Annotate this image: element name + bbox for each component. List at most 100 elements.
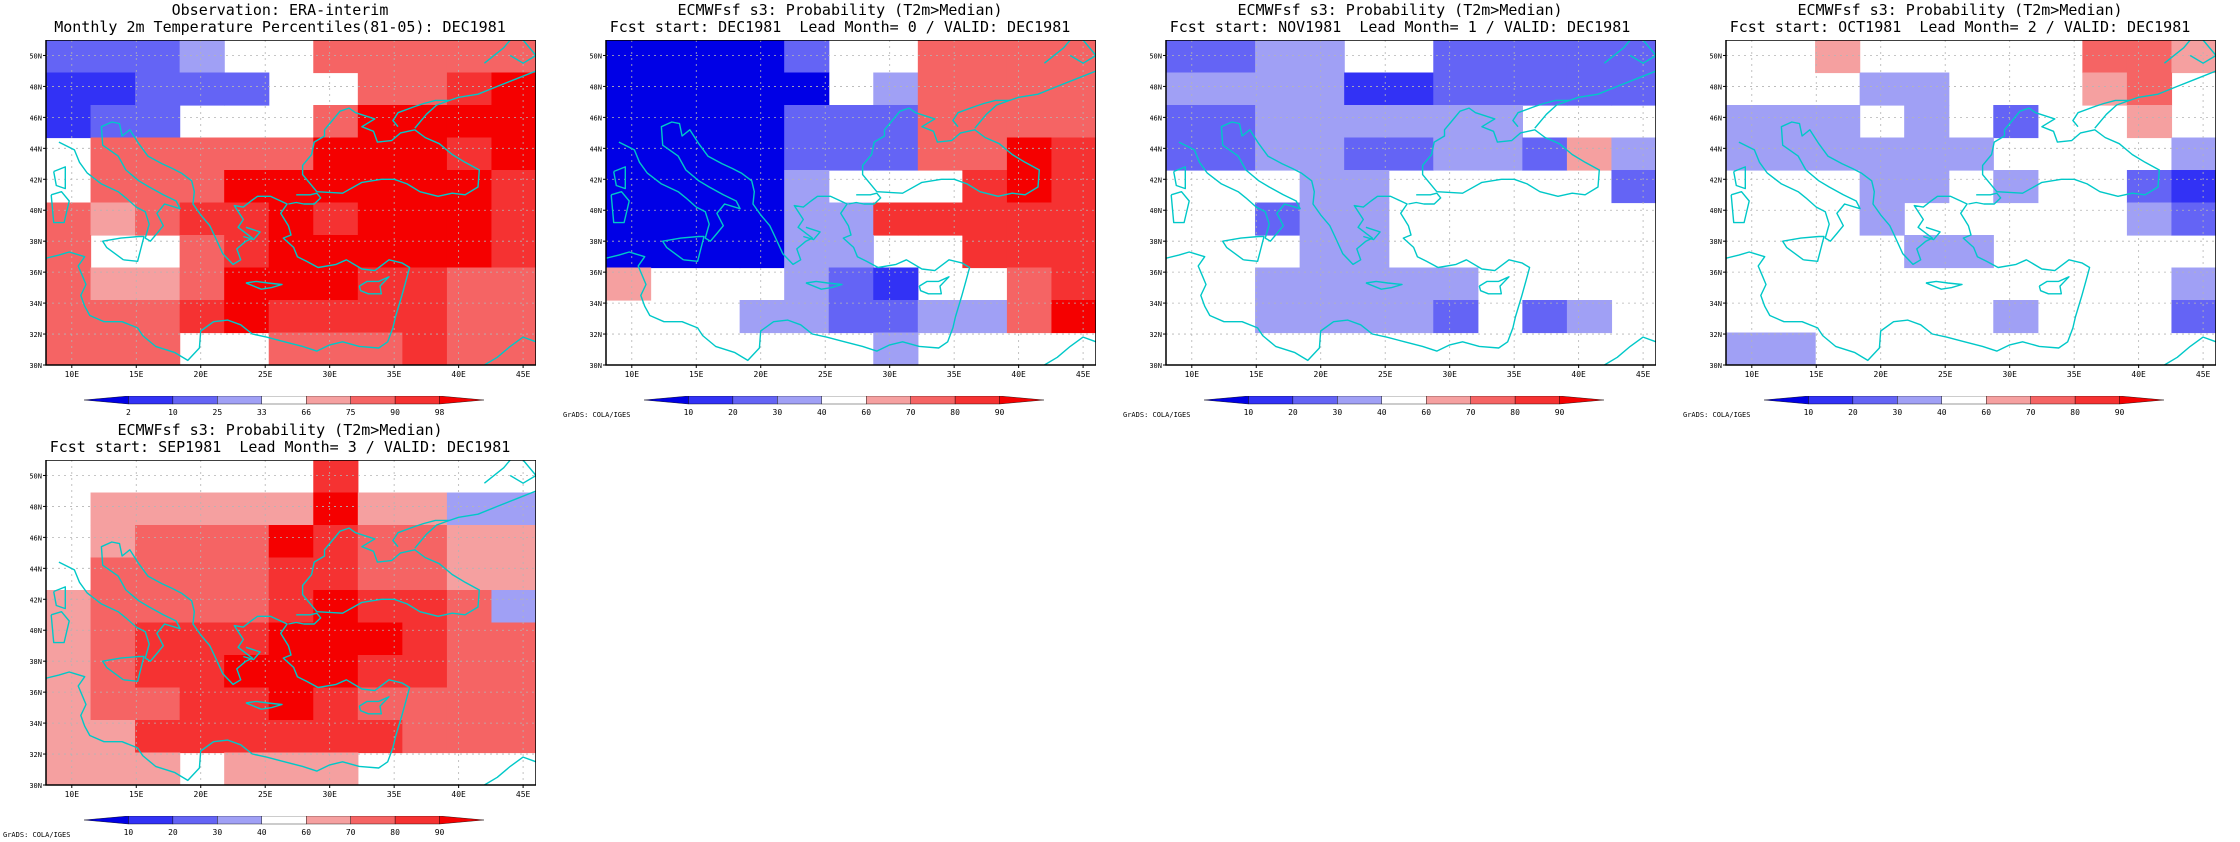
grid-cell: [695, 137, 741, 171]
grid-cell: [402, 202, 448, 236]
credit-text: GrADS: COLA/IGES: [1123, 411, 1191, 419]
grid-cell: [224, 300, 270, 334]
grid-cell: [1210, 105, 1256, 139]
y-tick-label: 34N: [1150, 300, 1162, 308]
grid-cell: [650, 40, 696, 74]
coastline: [2164, 336, 2216, 365]
grid-cell: [46, 590, 92, 624]
colorbar-label: 40: [817, 408, 827, 417]
grid-cell: [179, 687, 225, 721]
grid-cell: [357, 202, 403, 236]
grid-cell: [962, 235, 1008, 269]
grid-cell: [1815, 105, 1861, 139]
grid-cell: [1006, 105, 1053, 139]
colorbar-swatch: [1897, 395, 1942, 405]
grid-cell: [1006, 40, 1053, 74]
grid-cell: [313, 460, 359, 494]
colorbar-label: 10: [1804, 408, 1814, 417]
coastline: [661, 235, 705, 263]
colorbar-swatch: [688, 395, 734, 405]
colorbar-label: 60: [301, 828, 311, 837]
grid-cell: [1815, 40, 1861, 74]
grid-cell: [402, 40, 448, 74]
colorbar-swatch: [2119, 395, 2165, 405]
colorbar-swatch: [1559, 395, 1605, 405]
grid-cell: [491, 557, 536, 591]
x-tick-label: 25E: [258, 790, 273, 799]
grid-cell: [739, 40, 785, 74]
panel-title-line1: ECMWFsf s3: Probability (T2m>Median): [117, 421, 443, 439]
grid-cell: [695, 235, 741, 269]
grid-cell: [268, 622, 314, 656]
grid-cell: [46, 332, 92, 365]
x-tick-label: 35E: [947, 370, 962, 379]
colorbar-swatch: [1763, 395, 1809, 405]
grid-cell: [90, 40, 136, 74]
y-tick-label: 38N: [1150, 238, 1162, 246]
colorbar-label: 70: [346, 828, 356, 837]
grid-cell: [357, 525, 403, 559]
map-frame: [605, 40, 1096, 366]
grid-cell: [224, 720, 270, 754]
y-tick-label: 46N: [590, 114, 602, 122]
map-plot: 10E 15E 20E 25E 30E 35E 40E 45E 30N 32N 34N 36N 38N 4…: [1150, 40, 1656, 381]
grid-cell: [739, 202, 785, 236]
x-tick-label: 15E: [1249, 370, 1264, 379]
grid-cell: [2171, 202, 2216, 236]
coastline: [53, 166, 66, 190]
grid-cell: [1859, 170, 1905, 204]
panel-title-line2: Fcst start: NOV1981 Lead Month= 1 / VALI…: [1169, 18, 1631, 36]
x-tick-label: 15E: [1809, 370, 1824, 379]
y-tick-label: 44N: [30, 565, 42, 573]
coastline: [848, 192, 882, 205]
coastline: [101, 235, 145, 263]
grid-cell: [1611, 137, 1656, 171]
grid-cell: [2082, 40, 2128, 74]
coastline: [243, 226, 261, 241]
panel-lead-month-2: ECMWFsf s3: Probability (T2m>Median) Fcs…: [1680, 0, 2240, 420]
coastlines: [1166, 40, 1656, 365]
grid-cell: [1210, 137, 1256, 171]
x-tick-label: 15E: [129, 790, 144, 799]
grid-cell: [1299, 202, 1345, 236]
coastline: [1166, 121, 1531, 362]
grid-cell: [90, 557, 136, 591]
grid-cell: [1344, 105, 1390, 139]
coastline: [1044, 336, 1096, 365]
grid-cell: [1388, 300, 1434, 334]
grid-cell: [1815, 137, 1861, 171]
grid-cell: [1388, 105, 1434, 139]
grid-cell: [1611, 72, 1656, 106]
grid-cell: [446, 590, 493, 624]
grid-cell: [224, 137, 270, 171]
x-tick-label: 45E: [1636, 370, 1651, 379]
coastline: [358, 276, 390, 295]
grid-cell: [46, 720, 92, 754]
grid-cell: [1299, 170, 1345, 204]
colorbar-swatch: [172, 395, 218, 405]
panel-title-line2: Fcst start: SEP1981 Lead Month= 3 / VALI…: [49, 438, 511, 456]
grid-cell: [1006, 170, 1053, 204]
colorbar-label: 60: [861, 408, 871, 417]
grid-cell: [179, 720, 225, 754]
coastline: [2072, 99, 2131, 129]
grid-cell: [313, 300, 359, 334]
grid-cell: [135, 40, 181, 74]
map-svg: 10E 15E 20E 25E 30E 35E 40E 45E 30N 32N 34N 36N 38N 4…: [1710, 40, 2216, 379]
x-tick-label: 25E: [1378, 370, 1393, 379]
grid-cell: [491, 170, 536, 204]
colorbar-swatch: [306, 395, 351, 405]
grid-cell: [2171, 40, 2216, 74]
grid-cell: [606, 137, 652, 171]
grid-cell: [695, 72, 741, 106]
x-tick-label: 30E: [322, 370, 337, 379]
colorbar-swatch: [439, 815, 485, 825]
grid-cell: [135, 720, 181, 754]
coastline: [358, 696, 390, 715]
grid-cell: [606, 105, 652, 139]
colorbar-svg: 10 20 30 40 60 70 80 90: [1203, 395, 1605, 417]
grid-cell: [268, 492, 314, 526]
grid-cell: [1770, 332, 1816, 365]
colorbar: 10 20 30 40 60 70 80 90: [643, 395, 1045, 418]
grid-cell: [313, 557, 359, 591]
